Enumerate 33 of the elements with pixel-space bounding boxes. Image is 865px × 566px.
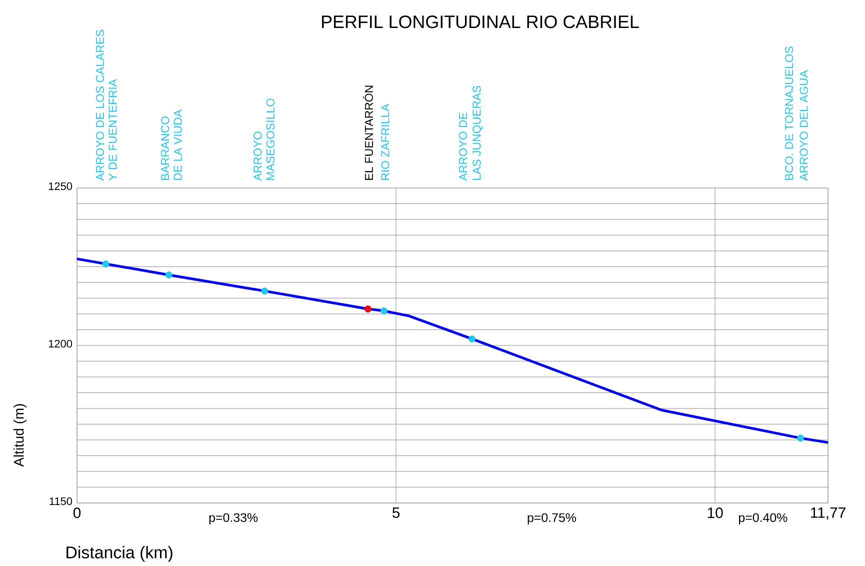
text: EL FUENTARRÓN — [362, 86, 373, 180]
x-tick-label: 0 — [73, 508, 81, 518]
x-tick-label: 5 — [392, 508, 400, 518]
line-series — [76, 258, 830, 444]
y-axis-title: Altitud (m) — [14, 404, 27, 467]
text: MASEGOSILLO — [266, 98, 274, 180]
x-tick-label: 11,77 — [811, 508, 846, 520]
text: RIO ZAFRILLA — [381, 104, 390, 180]
y-tick-label: 1150 — [50, 497, 72, 506]
text: Y DE FUENTEFRIA — [108, 78, 117, 181]
y-tick-label: 1250 — [48, 182, 72, 190]
text: LAS JUNQUERAS — [472, 86, 483, 180]
point — [364, 305, 372, 312]
x-tick-label: 10 — [708, 508, 723, 518]
text: p=0.75% — [528, 513, 576, 524]
text: ARROYO DE LOS CALARES — [96, 30, 104, 181]
point — [261, 288, 268, 294]
text: BCO. DE TORNAJUELOS — [785, 46, 794, 180]
y-tick-label: 1200 — [48, 340, 72, 348]
point — [380, 307, 388, 314]
point — [102, 260, 110, 268]
chart-title: PERFIL LONGITUDINAL RIO CABRIEL — [322, 16, 639, 28]
text: BARRANCO — [161, 116, 170, 180]
point — [468, 335, 476, 342]
text: ARROYO DE — [458, 112, 468, 181]
point — [165, 271, 172, 278]
text: p=0.40% — [738, 513, 788, 524]
text: p=0.33% — [209, 513, 258, 524]
text: DE LA VIUDA — [174, 110, 182, 180]
text: ARROYO DEL AGUA — [800, 70, 808, 181]
text: ARROYO — [254, 132, 262, 181]
point — [797, 434, 804, 442]
x-axis-title: Distancia (km) — [66, 546, 172, 562]
